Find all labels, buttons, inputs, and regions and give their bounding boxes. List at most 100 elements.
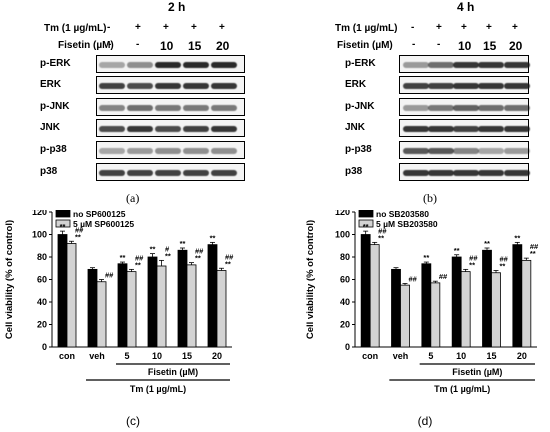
significance-mark: ## — [469, 253, 478, 262]
blot-band — [428, 105, 454, 111]
significance-mark: ## — [135, 253, 144, 262]
x-tick-label: 5 — [124, 351, 129, 361]
significance-mark: ** — [514, 233, 520, 242]
tm-mark: + — [461, 22, 467, 33]
tm-row-label: Tm (1 µg/mL) — [335, 23, 398, 34]
time-label: 2 h — [168, 0, 186, 14]
blot-strip — [399, 141, 530, 159]
bar — [491, 272, 501, 348]
blot-band — [403, 170, 429, 176]
western-blot-panel-b: 4 h Tm (1 µg/mL) Fisetin (µM) - + + + + - - 10… — [275, 0, 550, 210]
significance-mark: ** — [423, 253, 429, 262]
blot-band — [478, 170, 504, 176]
blot-band — [211, 105, 237, 111]
significance-mark: ## — [75, 225, 84, 234]
caption-a: (a) — [126, 191, 140, 205]
blot-band — [183, 126, 209, 132]
blot-band — [155, 170, 181, 176]
fisetin-row-label: Fisetin (µM) — [337, 40, 393, 51]
significance-mark: ## — [409, 274, 418, 283]
x-tick-label: 15 — [486, 351, 496, 361]
significance-mark: ** — [500, 262, 506, 271]
y-tick-label: 80 — [340, 252, 350, 262]
bar — [400, 284, 410, 348]
blot-strip — [96, 141, 245, 159]
significance-mark: ** — [150, 245, 156, 254]
blot-band — [453, 83, 479, 89]
blot-strip — [96, 76, 245, 94]
blot-band — [183, 83, 209, 89]
tm-label: Tm (1 µg/mL) — [130, 384, 186, 394]
blot-strip — [399, 163, 530, 181]
significance-mark: ** — [165, 251, 171, 260]
blot-strip — [96, 119, 245, 137]
x-tick-label: 5 — [428, 351, 433, 361]
tm-mark: + — [135, 22, 141, 33]
fisetin-mark: - — [108, 39, 112, 50]
blot-band — [127, 148, 153, 154]
western-blot-panel-a: 2 h Tm (1 µg/mL) Fisetin (µM) - + + + + - - 10… — [0, 0, 275, 210]
blot-band — [183, 62, 209, 68]
x-tick-label: con — [59, 351, 75, 361]
blot-band — [155, 83, 181, 89]
tm-label: Tm (1 µg/mL) — [434, 384, 490, 394]
blot-row-label: ERK — [40, 79, 62, 90]
legend-swatch — [55, 210, 71, 218]
blot-band — [428, 170, 454, 176]
y-tick-label: 20 — [340, 320, 350, 330]
blot-band — [504, 148, 530, 154]
blot-band — [403, 126, 429, 132]
bar — [369, 244, 380, 348]
blot-band — [127, 170, 153, 176]
blot-row-label: p-p38 — [345, 144, 372, 155]
blot-band — [453, 170, 479, 176]
bar — [521, 259, 532, 348]
blot-band — [403, 148, 429, 154]
bar — [460, 271, 471, 348]
tm-row-label: Tm (1 µg/mL) — [44, 23, 107, 34]
tm-mark: - — [411, 22, 415, 33]
x-tick-label: con — [362, 351, 378, 361]
blot-band — [183, 170, 209, 176]
bar — [147, 256, 158, 348]
fisetin-mark: - — [136, 39, 140, 50]
blot-band — [99, 62, 125, 68]
blot-band — [504, 105, 530, 111]
blot-band — [155, 126, 181, 132]
y-axis-label: Cell viability (% of control) — [4, 220, 15, 339]
significance-mark: ** — [60, 222, 66, 231]
y-tick-label: 0 — [345, 342, 350, 352]
significance-mark: # — [165, 244, 170, 253]
blot-band — [211, 148, 237, 154]
blot-row-label: p38 — [40, 166, 58, 177]
blot-band — [155, 148, 181, 154]
significance-mark: ** — [135, 260, 141, 269]
x-tick-label: 15 — [182, 351, 192, 361]
blot-band — [211, 62, 237, 68]
blot-band — [428, 62, 454, 68]
legend-label: 5 µM SP600125 — [73, 219, 134, 229]
blot-row-label: p-JNK — [345, 101, 375, 112]
significance-mark: ## — [439, 272, 448, 281]
caption: (c) — [126, 414, 140, 428]
bar — [156, 265, 167, 348]
tm-mark: + — [219, 22, 225, 33]
significance-mark: ## — [195, 247, 204, 256]
legend-swatch — [55, 219, 71, 228]
fisetin-mark: - — [412, 39, 416, 50]
blot-band — [478, 62, 504, 68]
blot-band — [183, 105, 209, 111]
blot-band — [211, 83, 237, 89]
blot-band — [403, 62, 429, 68]
x-tick-label: 20 — [517, 351, 527, 361]
significance-mark: ** — [469, 260, 475, 269]
significance-mark: ** — [530, 249, 536, 258]
bar — [87, 268, 98, 348]
fisetin-mark: - — [437, 39, 441, 50]
y-tick-label: 120 — [32, 210, 47, 217]
blot-band — [504, 83, 530, 89]
significance-mark: ** — [120, 253, 126, 262]
blot-strip — [96, 98, 245, 116]
bar — [451, 256, 462, 348]
blot-row-label: JNK — [345, 122, 366, 133]
